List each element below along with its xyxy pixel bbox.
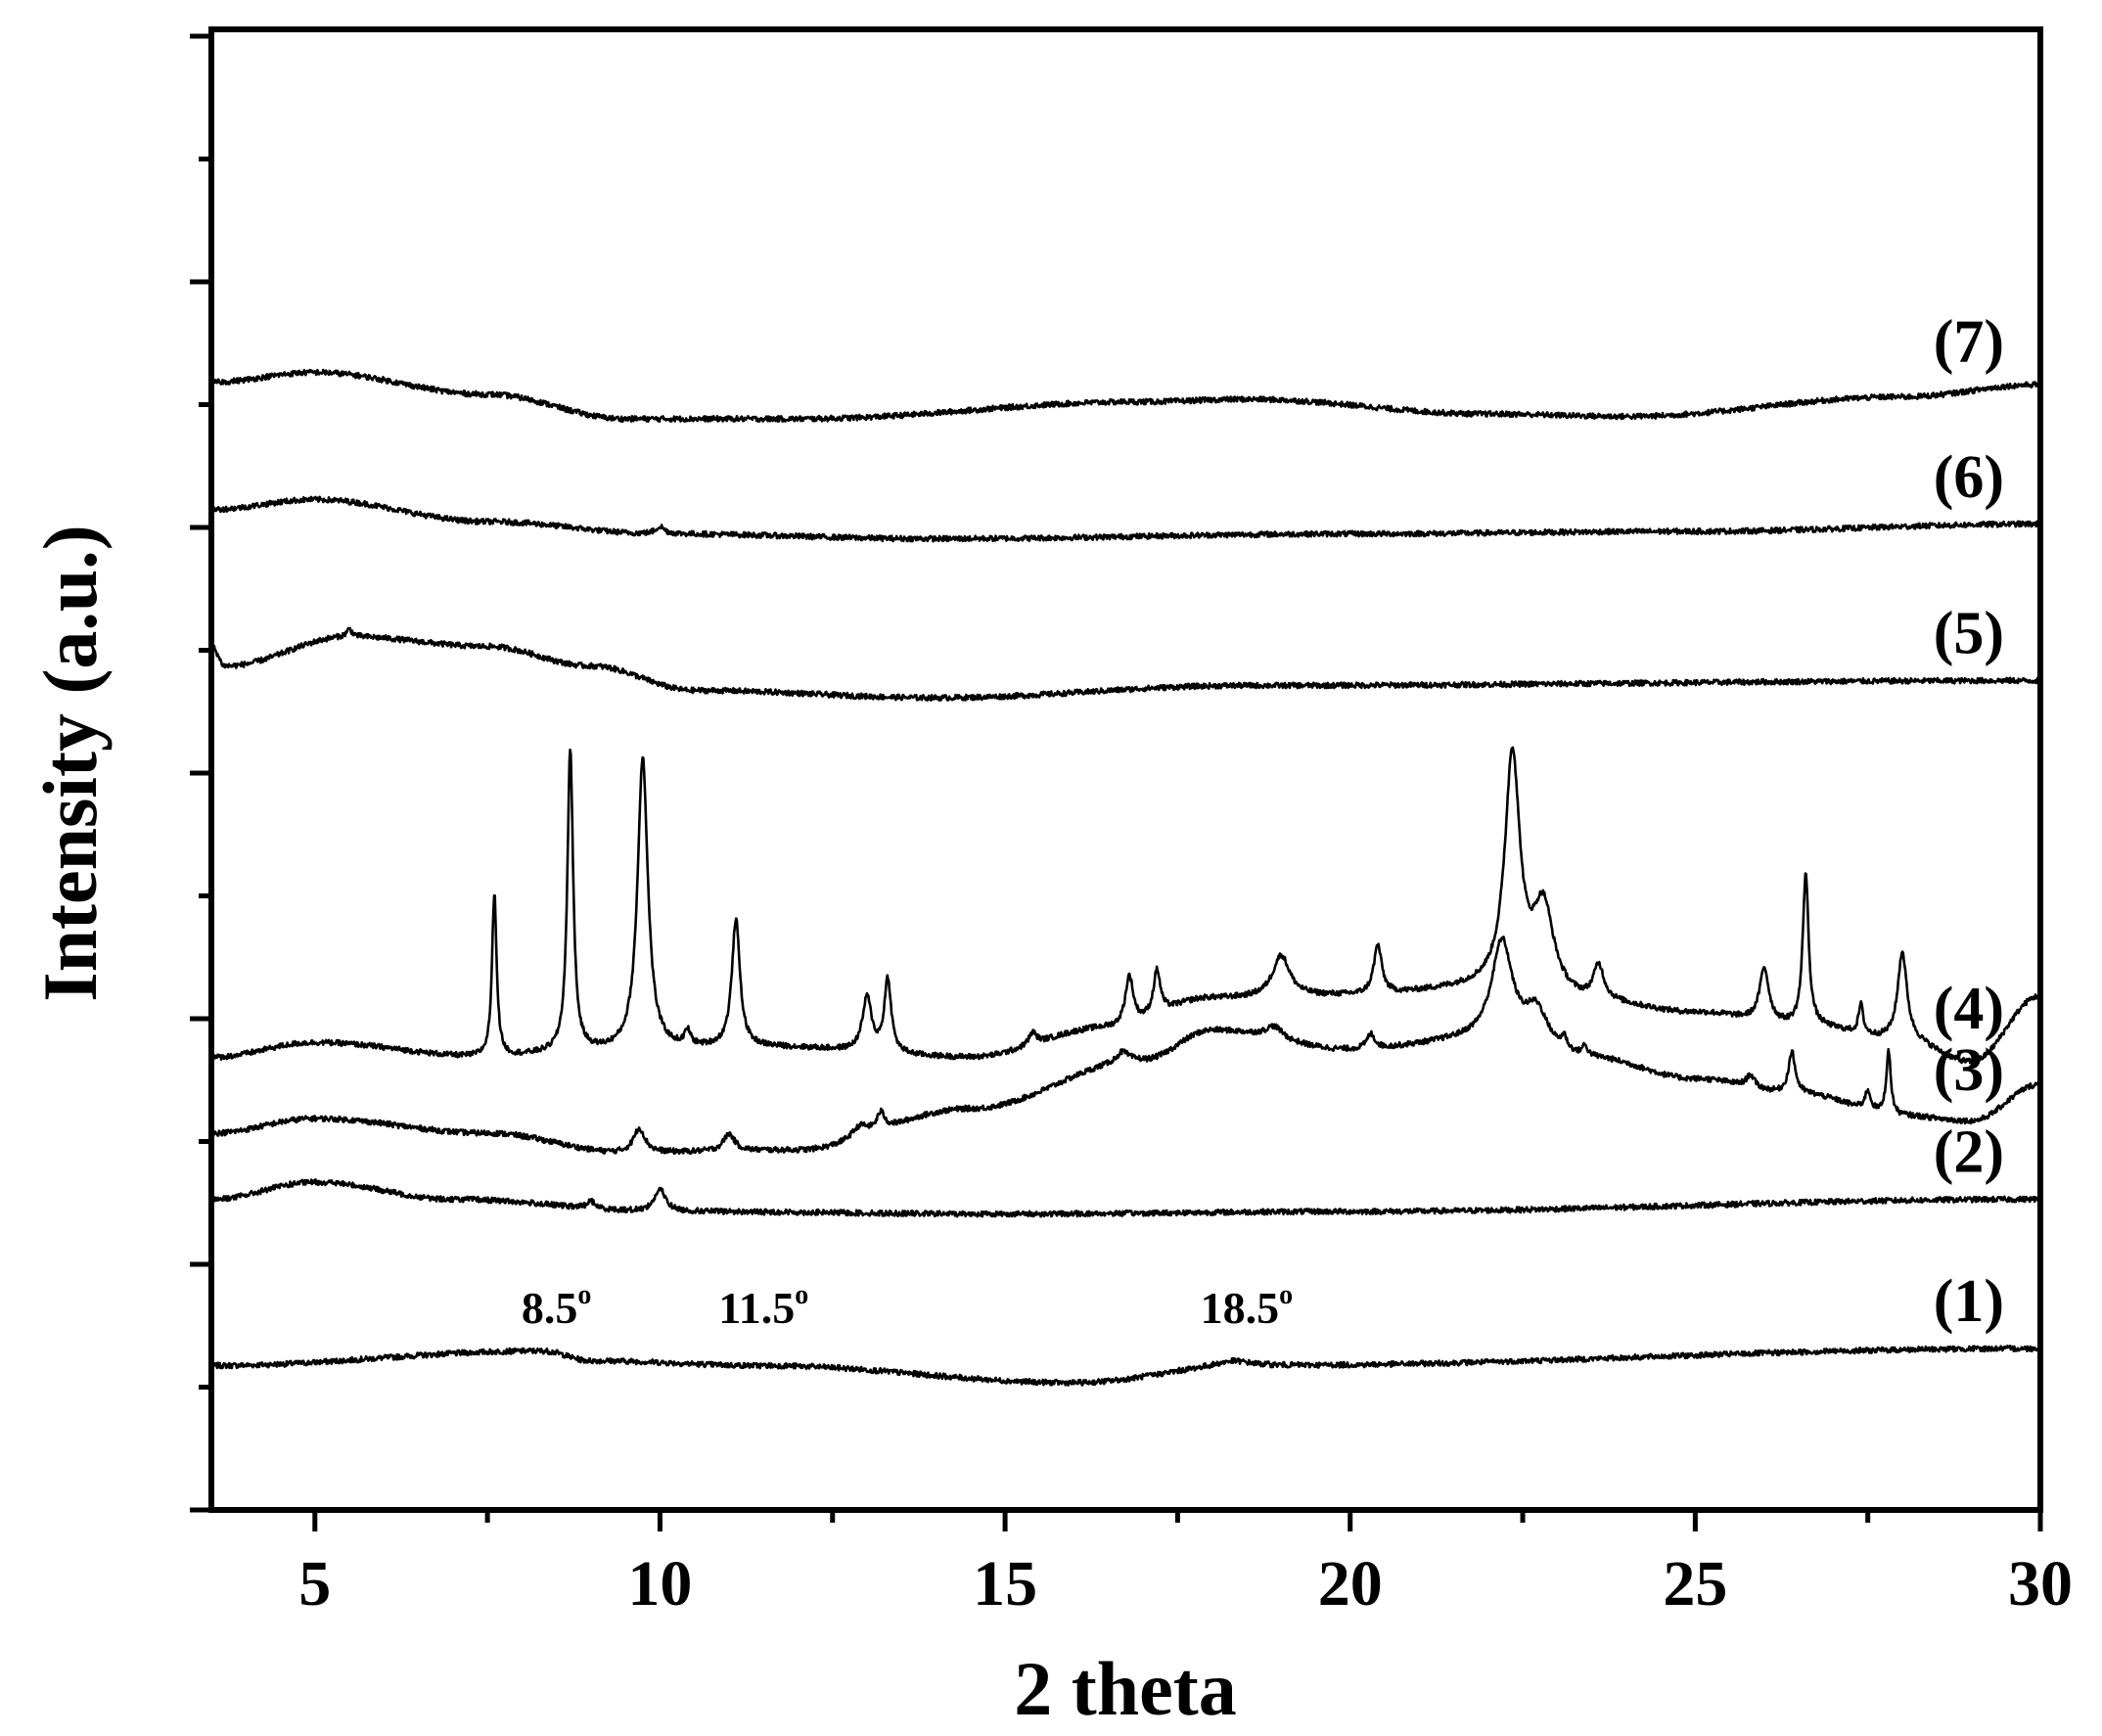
y-axis-ticks <box>190 33 211 1513</box>
series-labels: (1) (2) (3)(4) (5) (6) (7) <box>1934 308 2004 1335</box>
peak-annotation: 11.5o <box>718 1280 808 1333</box>
x-axis-ticks <box>312 1510 2043 1531</box>
x-tick-label: 5 <box>298 1548 331 1620</box>
peak-annotation: 8.5o <box>522 1280 592 1333</box>
series-traces <box>209 368 2042 1387</box>
x-tick-label: 25 <box>1663 1548 1727 1620</box>
series-label: (3) <box>1934 1037 2004 1104</box>
series-label: (2) <box>1934 1119 2004 1186</box>
series-line <box>209 1178 2042 1218</box>
x-tick-labels: 5 10 15 20 25 30 <box>298 1548 2073 1620</box>
series-line <box>209 746 2042 1065</box>
peak-annotation: 18.5o <box>1201 1280 1294 1333</box>
y-axis-title: Intensity (a.u.) <box>27 525 113 1002</box>
peak-annotations: 8.5o 11.5o 18.5o <box>522 1280 1293 1333</box>
series-line <box>209 626 2042 702</box>
series-label: (4) <box>1934 976 2004 1042</box>
series-line <box>210 368 2042 423</box>
series-line <box>209 495 2041 543</box>
series-line <box>210 936 2042 1156</box>
x-tick-label: 15 <box>973 1548 1037 1620</box>
x-tick-label: 10 <box>627 1548 692 1620</box>
plot-frame <box>208 26 2043 1513</box>
series-label: (7) <box>1934 308 2004 375</box>
x-axis-title: 2 theta <box>1014 1646 1236 1731</box>
series-label: (5) <box>1934 601 2004 667</box>
x-tick-label: 30 <box>2008 1548 2073 1620</box>
series-line <box>209 1345 2041 1387</box>
series-label: (1) <box>1934 1268 2004 1335</box>
x-tick-label: 20 <box>1318 1548 1383 1620</box>
series-label: (6) <box>1934 444 2004 511</box>
